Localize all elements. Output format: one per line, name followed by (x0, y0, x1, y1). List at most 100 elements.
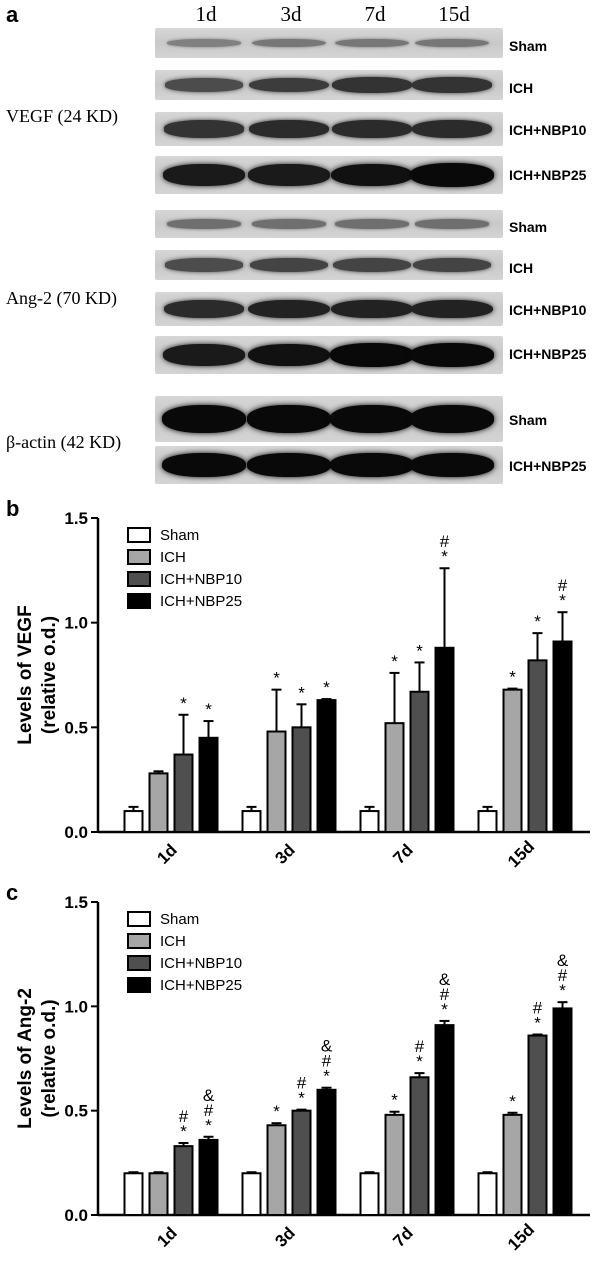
panel-b-letter: b (6, 496, 20, 521)
lane-label-1d: 1d (195, 2, 217, 26)
significance-mark: * (298, 683, 305, 702)
significance-mark: * (273, 669, 280, 688)
blot-band (410, 343, 494, 367)
significance-mark: & (203, 1086, 215, 1105)
group-label-sham: Sham (509, 412, 548, 428)
significance-mark: # (533, 999, 543, 1018)
panel-a-letter: a (6, 2, 19, 27)
significance-mark: # (558, 576, 568, 595)
legend-swatch (127, 933, 151, 949)
significance-mark: # (558, 966, 568, 985)
group-label-ich-nbp10: ICH+NBP10 (509, 122, 587, 138)
blot-band (410, 163, 494, 187)
group-label-sham: Sham (509, 219, 548, 235)
group-label-ich-nbp10: ICH+NBP10 (509, 302, 587, 318)
significance-mark: * (559, 591, 566, 610)
significance-mark: * (441, 547, 448, 566)
y-tick-label: 0.5 (64, 718, 88, 737)
legend-label: ICH+NBP10 (160, 955, 242, 972)
significance-mark: & (439, 970, 451, 989)
blot-band (248, 299, 330, 319)
blot-band (330, 163, 414, 187)
blot-band (332, 258, 412, 272)
y-tick-label: 0.5 (64, 1102, 88, 1121)
bar-sham (123, 810, 144, 834)
legend-label: ICH (160, 933, 186, 950)
protein-label-ang2: Ang-2 (70 KD) (6, 288, 117, 308)
group-label-ich: ICH (509, 80, 534, 96)
blot-strip (155, 112, 503, 146)
x-tick-label: 3d (271, 840, 298, 867)
y-axis-label: Levels of VEGF (15, 605, 36, 744)
legend-label: ICH+NBP25 (160, 977, 242, 994)
blot-band (331, 119, 413, 138)
bar-ich-nbp25 (316, 1088, 337, 1216)
legend-swatch (127, 977, 151, 993)
group-label-ich-nbp25: ICH+NBP25 (509, 346, 587, 362)
bar-ich-nbp25 (316, 699, 337, 833)
bar-ich-nbp10 (173, 1145, 194, 1217)
significance-mark: * (205, 1116, 212, 1135)
bar-sham (123, 1172, 144, 1216)
ang2-bar-chart: 0.0 0.5 1.0 1.5 Levels of Ang-2 (relative o.d… (15, 893, 590, 1254)
lane-label-3d: 3d (280, 2, 302, 26)
blot-band (331, 299, 413, 319)
bar-ich (266, 730, 287, 834)
significance-mark: # (179, 1107, 189, 1126)
blot-band (334, 38, 410, 48)
significance-mark: * (298, 1089, 305, 1108)
vegf-bar-chart: 0.0 0.5 1.0 1.5 Levels of VEGF (relative o.d.… (15, 509, 590, 871)
blot-band (330, 404, 414, 433)
legend-swatch (127, 549, 151, 565)
blot-band (248, 164, 330, 186)
significance-mark: # (322, 1052, 332, 1071)
bar-ich-nbp25 (552, 1007, 573, 1216)
blot-strip (155, 292, 503, 326)
significance-mark: # (204, 1101, 214, 1120)
significance-mark: & (557, 951, 569, 970)
blot-band (412, 77, 492, 93)
blot-band (166, 219, 242, 229)
bar-sham (477, 810, 498, 834)
group-label-sham: Sham (509, 38, 548, 54)
significance-mark: # (297, 1074, 307, 1093)
blot-band (410, 453, 494, 477)
blot-strip (155, 250, 503, 280)
x-tick-label: 15d (504, 837, 538, 871)
legend-label: ICH+NBP10 (160, 571, 242, 588)
blot-strip (155, 70, 503, 100)
y-tick-label: 1.0 (64, 997, 88, 1016)
blot-band (249, 258, 329, 272)
x-tick-label: 7d (389, 1223, 416, 1250)
legend-swatch (127, 527, 151, 543)
bar-sham (359, 810, 380, 834)
bar-ich (148, 772, 169, 833)
blot-band (247, 453, 331, 477)
bar-ich-nbp10 (173, 753, 194, 833)
blot-band (411, 119, 493, 138)
blot-band (414, 219, 490, 229)
lane-label-7d: 7d (364, 2, 386, 26)
bar-ich-nbp10 (527, 1034, 548, 1216)
significance-mark: * (534, 1014, 541, 1033)
x-tick-label: 7d (389, 840, 416, 867)
y-tick-label: 1.0 (64, 614, 88, 633)
blot-band (249, 77, 329, 93)
protein-label-vegf: VEGF (24 KD) (6, 106, 118, 126)
significance-mark: * (323, 1067, 330, 1086)
legend-label: Sham (160, 911, 199, 928)
bar-ich (266, 1124, 287, 1216)
bar-ich-nbp10 (527, 659, 548, 833)
bar-ich (502, 1113, 523, 1216)
bar-sham (477, 1172, 498, 1216)
blot-band (163, 344, 245, 366)
y-tick-label: 0.0 (64, 823, 88, 842)
blot-band (334, 219, 410, 229)
legend-label: ICH (160, 549, 186, 566)
legend-swatch (127, 571, 151, 587)
significance-mark: * (416, 641, 423, 660)
blot-strip (155, 396, 503, 442)
group-label-ich-nbp25: ICH+NBP25 (509, 167, 587, 183)
blot-strip (155, 446, 503, 484)
significance-mark: * (391, 1091, 398, 1110)
